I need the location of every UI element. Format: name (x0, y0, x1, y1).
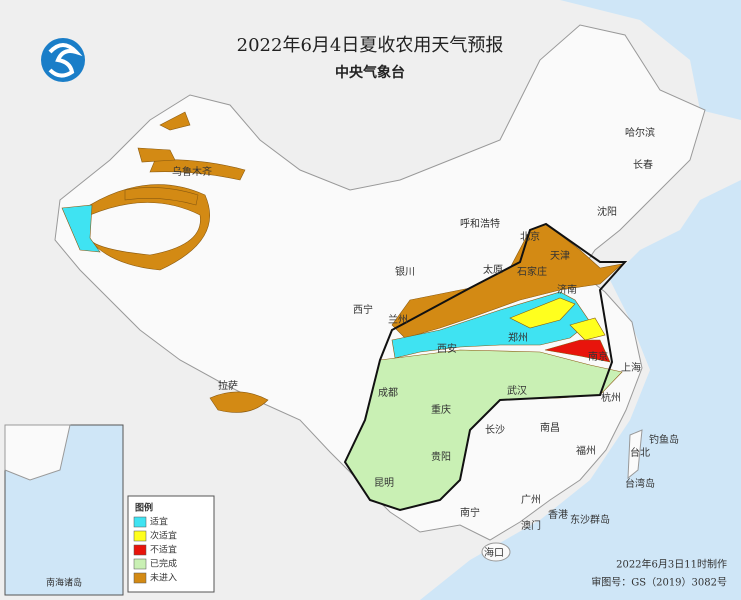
city-label: 天津 (550, 250, 570, 262)
city-label: 郑州 (508, 331, 528, 344)
city-label: 澳门 (521, 519, 541, 532)
city-label: 太原 (483, 263, 503, 276)
city-label: 兰州 (388, 313, 408, 326)
island-label: 东沙群岛 (570, 513, 610, 526)
approval: 审图号：GS（2019）3082号 (591, 576, 727, 589)
city-label: 杭州 (601, 391, 621, 404)
land (54, 24, 706, 541)
city-label: 西宁 (353, 303, 373, 316)
logo-mark (48, 43, 83, 78)
city-label: 西安 (437, 342, 457, 355)
zone (124, 187, 199, 206)
legend-swatch (133, 572, 147, 584)
city-label: 海口 (484, 546, 504, 559)
legend-swatch (133, 544, 147, 556)
zones (61, 111, 628, 512)
title: 2022年6月4日夏收农用天气预报 (237, 35, 504, 56)
city-label: 福州 (576, 444, 596, 457)
city-label: 成都 (378, 387, 398, 399)
zone (544, 339, 611, 363)
legend-label: 适宜 (150, 516, 168, 528)
legend-swatch (133, 558, 147, 570)
city-label: 重庆 (431, 403, 451, 416)
city-label: 香港 (548, 509, 568, 521)
legend-title: 图例 (135, 502, 153, 514)
sea (420, 0, 741, 600)
city-label: 贵阳 (431, 450, 451, 463)
inset-label: 南海诸岛 (46, 577, 82, 589)
legend-label: 已完成 (150, 558, 177, 570)
inset-land (4, 424, 71, 481)
city-label: 上海 (621, 361, 641, 374)
city-label: 昆明 (374, 477, 394, 489)
legend-label: 不适宜 (150, 544, 177, 556)
zone (569, 317, 606, 341)
legend-label: 次适宜 (150, 530, 177, 542)
city-label: 济南 (557, 283, 577, 296)
city-label: 呼和浩特 (460, 218, 500, 230)
zone-outline (343, 222, 628, 512)
city-label: 沈阳 (597, 205, 617, 218)
city-label: 南宁 (460, 506, 480, 519)
city-label: 拉萨 (218, 379, 238, 392)
city-label: 长春 (633, 159, 653, 171)
city-label: 哈尔滨 (625, 126, 655, 139)
island-label: 台湾岛 (625, 477, 655, 490)
city-label: 武汉 (507, 384, 527, 397)
taiwan (627, 429, 643, 480)
city-label: 银川 (395, 265, 415, 278)
zone (149, 159, 246, 181)
zone (209, 391, 269, 413)
city-label: 南昌 (540, 421, 560, 434)
zone (391, 223, 623, 339)
made-time: 2022年6月3日11时制作 (616, 558, 727, 571)
hainan (481, 542, 511, 562)
zone (159, 111, 191, 131)
zone (137, 147, 176, 163)
city-label: 北京 (520, 230, 540, 243)
city-label: 长沙 (485, 424, 505, 436)
city-label: 南京 (588, 350, 608, 363)
legend-swatch (133, 530, 147, 542)
city-label: 乌鲁木齐 (172, 165, 212, 178)
city-label: 台北 (630, 446, 650, 459)
legend-swatch (133, 516, 147, 528)
subtitle: 中央气象台 (335, 64, 405, 81)
city-label: 石家庄 (517, 265, 547, 278)
island-label: 钓鱼岛 (649, 433, 679, 446)
legend-label: 未进入 (150, 572, 177, 584)
zone (61, 204, 101, 253)
zone (509, 297, 576, 329)
city-label: 广州 (521, 494, 541, 506)
